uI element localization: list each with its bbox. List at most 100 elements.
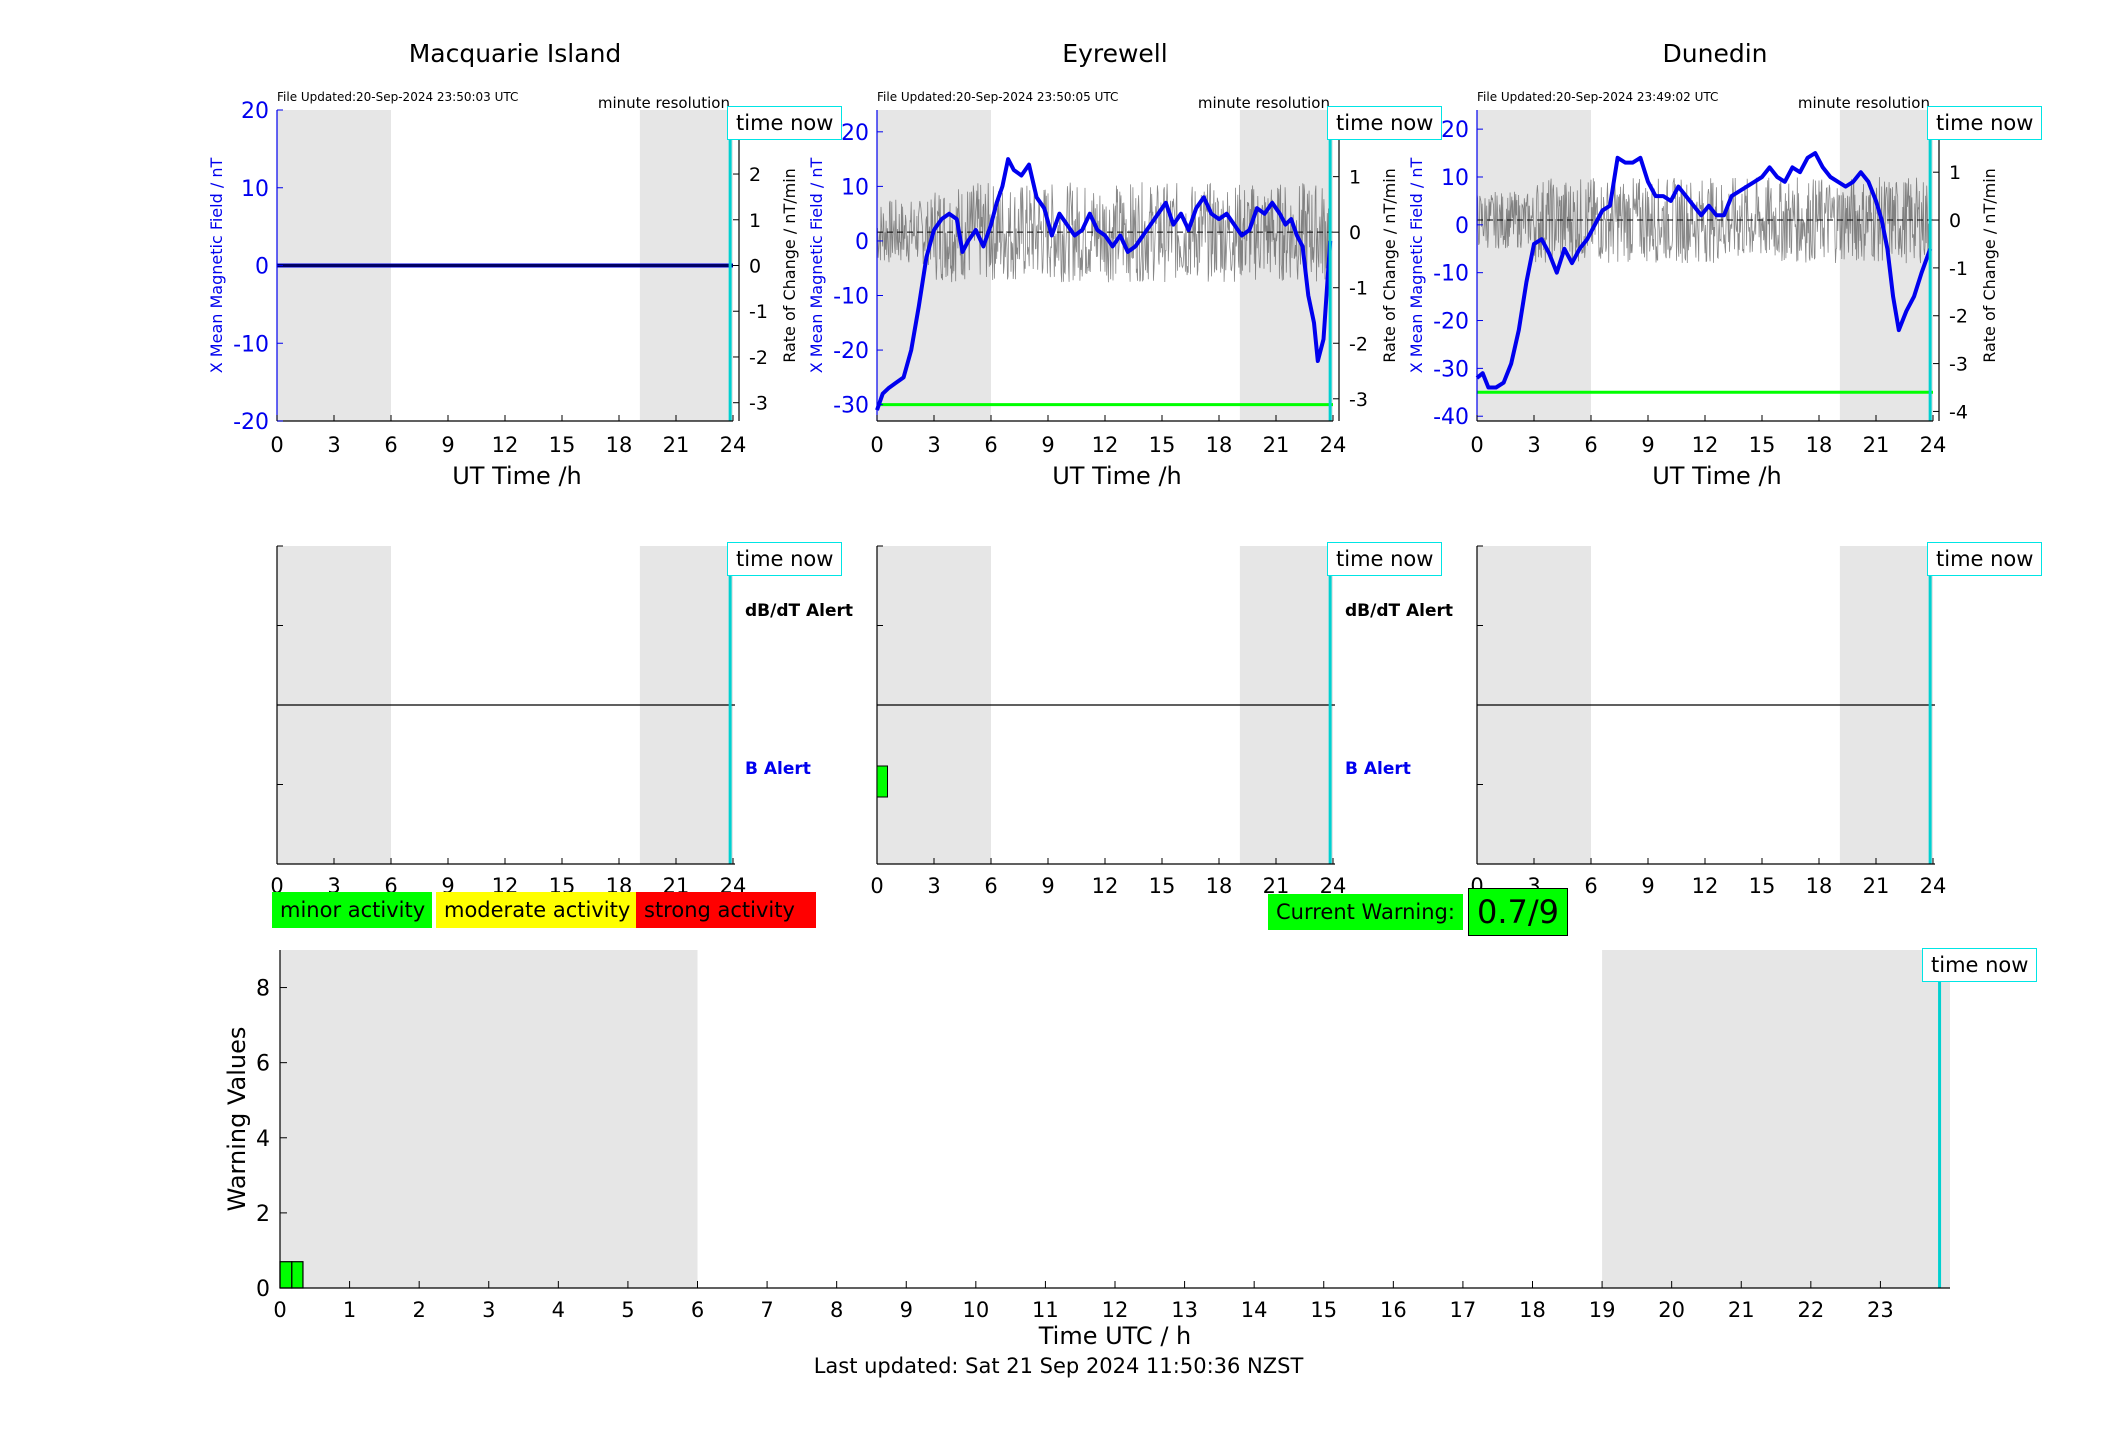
b-alert-label: B Alert: [1345, 759, 1411, 779]
warning-y-axis-label: Warning Values: [223, 1027, 251, 1212]
left-tick-label: -30: [833, 394, 869, 419]
left-tick-label: -20: [833, 339, 869, 364]
right-tick-label: 0: [1949, 210, 1961, 232]
night-shading: [877, 110, 991, 421]
right-tick-label: -1: [1349, 278, 1368, 300]
x-tick-label: 12: [492, 433, 519, 457]
right-tick-label: 0: [1349, 222, 1361, 244]
legend-strong-activity: strong activity: [636, 892, 816, 928]
time-now-box: time now: [1327, 542, 1443, 576]
legend-moderate-activity: moderate activity: [436, 892, 638, 928]
warning-x-tick-label: 11: [1032, 1298, 1059, 1322]
file-updated-label: File Updated:20-Sep-2024 23:49:02 UTC: [1477, 90, 1718, 104]
left-tick-label: 0: [855, 230, 869, 255]
resolution-label: minute resolution: [1198, 94, 1330, 112]
left-tick-label: -20: [233, 410, 269, 435]
warning-bar: [279, 1261, 293, 1289]
left-tick-label: 20: [241, 99, 269, 124]
left-tick-label: 10: [841, 175, 869, 200]
x-tick-label: 15: [1749, 433, 1776, 457]
x-tick-label: 18: [1806, 433, 1833, 457]
x-tick-label: 24: [720, 433, 747, 457]
warning-x-tick-label: 17: [1450, 1298, 1477, 1322]
warning-x-tick-label: 22: [1797, 1298, 1824, 1322]
right-tick-label: -2: [1349, 333, 1368, 355]
right-tick-label: 1: [749, 210, 761, 232]
x-tick-label: 3: [327, 433, 340, 457]
x-tick-label: 18: [606, 433, 633, 457]
resolution-label: minute resolution: [598, 94, 730, 112]
time-now-box: time now: [1927, 106, 2043, 140]
right-tick-label: 1: [1349, 167, 1361, 189]
warning-x-tick-label: 20: [1658, 1298, 1685, 1322]
left-tick-label: 0: [1455, 214, 1469, 239]
time-now-box: time now: [1922, 948, 2038, 982]
right-tick-label: -3: [1949, 354, 1968, 376]
night-shading: [1602, 950, 1950, 1288]
warning-x-tick-label: 14: [1241, 1298, 1268, 1322]
current-warning-label: Current Warning:: [1268, 894, 1463, 930]
x-tick-label: 9: [1041, 874, 1054, 898]
x-tick-label: 24: [1920, 874, 1947, 898]
warning-x-tick-label: 6: [691, 1298, 704, 1322]
x-tick-label: 12: [1692, 433, 1719, 457]
right-tick-label: -2: [749, 347, 768, 369]
warning-x-tick-label: 12: [1102, 1298, 1129, 1322]
warning-x-tick-label: 4: [552, 1298, 565, 1322]
left-tick-label: -10: [833, 285, 869, 310]
x-tick-label: 24: [1920, 433, 1947, 457]
right-tick-label: -1: [749, 301, 768, 323]
left-y-axis-label: X Mean Magnetic Field / nT: [807, 158, 826, 374]
warning-x-tick-label: 3: [482, 1298, 495, 1322]
x-tick-label: 12: [1692, 874, 1719, 898]
time-now-box: time now: [727, 542, 843, 576]
warning-x-tick-label: 23: [1867, 1298, 1894, 1322]
left-tick-label: -10: [1433, 262, 1469, 287]
warning-x-tick-label: 15: [1310, 1298, 1337, 1322]
warning-x-tick-label: 18: [1519, 1298, 1546, 1322]
x-tick-label: 0: [870, 433, 883, 457]
warning-x-tick-label: 13: [1171, 1298, 1198, 1322]
x-tick-label: 18: [1806, 874, 1833, 898]
panel-title: Macquarie Island: [409, 39, 622, 68]
right-tick-label: 2: [749, 164, 761, 186]
left-tick-label: 20: [841, 121, 869, 146]
left-tick-label: -20: [1433, 310, 1469, 335]
right-tick-label: -3: [749, 393, 768, 415]
file-updated-label: File Updated:20-Sep-2024 23:50:03 UTC: [277, 90, 518, 104]
x-tick-label: 24: [1320, 433, 1347, 457]
x-tick-label: 3: [927, 874, 940, 898]
x-tick-label: 21: [663, 433, 690, 457]
x-tick-label: 12: [1092, 874, 1119, 898]
x-tick-label: 12: [1092, 433, 1119, 457]
warning-x-tick-label: 2: [412, 1298, 425, 1322]
x-tick-label: 6: [1584, 874, 1597, 898]
right-tick-label: 0: [749, 256, 761, 278]
left-tick-label: 20: [1441, 118, 1469, 143]
panel-title: Eyrewell: [1062, 39, 1167, 68]
x-tick-label: 9: [1041, 433, 1054, 457]
time-now-box: time now: [1327, 106, 1443, 140]
left-tick-label: 10: [1441, 166, 1469, 191]
x-tick-label: 0: [870, 874, 883, 898]
time-now-box: time now: [1927, 542, 2043, 576]
warning-bar: [291, 1261, 304, 1289]
night-shading: [1839, 110, 1933, 421]
right-y-axis-label: Rate of Change / nT/min: [1380, 168, 1399, 363]
x-tick-label: 6: [1584, 433, 1597, 457]
right-tick-label: -3: [1349, 389, 1368, 411]
x-tick-label: 0: [1470, 433, 1483, 457]
x-tick-label: 15: [1149, 874, 1176, 898]
x-tick-label: 21: [1863, 874, 1890, 898]
last-updated-footer: Last updated: Sat 21 Sep 2024 11:50:36 N…: [813, 1354, 1304, 1378]
right-y-axis-label: Rate of Change / nT/min: [1980, 168, 1999, 363]
b-alert-marker: [876, 765, 888, 798]
magnetic-field-series: [875, 157, 1333, 411]
x-tick-label: 21: [1263, 433, 1290, 457]
panel-title: Dunedin: [1663, 39, 1768, 68]
night-shading: [1477, 110, 1591, 421]
dbdt-alert-label: dB/dT Alert: [745, 601, 853, 621]
warning-x-tick-label: 16: [1380, 1298, 1407, 1322]
warning-x-tick-label: 8: [830, 1298, 843, 1322]
